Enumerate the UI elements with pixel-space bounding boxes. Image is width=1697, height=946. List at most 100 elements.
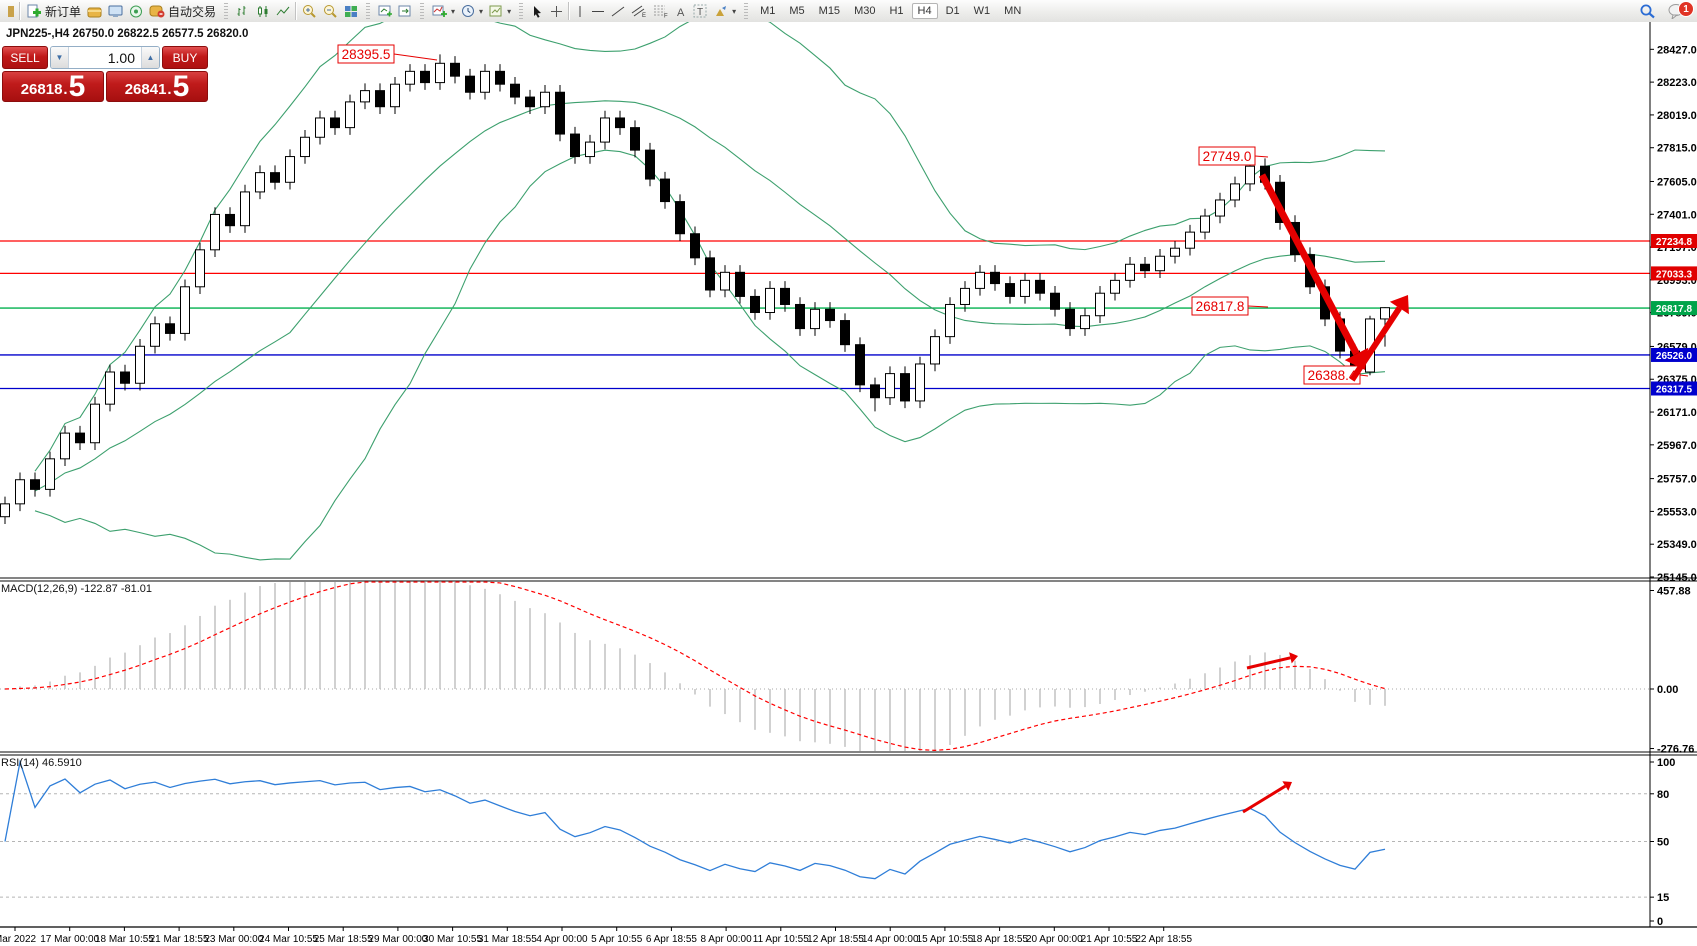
volume-decrease-button[interactable]: ▼ — [51, 47, 69, 68]
candle — [540, 91, 550, 108]
candle — [1110, 279, 1120, 294]
trendline-tool-button[interactable] — [608, 1, 628, 21]
candle — [90, 403, 100, 444]
new-chart-button[interactable] — [375, 1, 395, 21]
notification-badge: 1 — [1678, 1, 1694, 17]
svg-text:27401.0: 27401.0 — [1657, 209, 1697, 221]
price-tag-27749.0[interactable]: 27749.0 — [1198, 146, 1269, 166]
fibonacci-tool-button[interactable]: F — [650, 1, 672, 21]
label-icon: T — [693, 4, 707, 18]
candle — [840, 320, 850, 346]
timeframe-h4[interactable]: H4 — [911, 3, 938, 19]
candle — [1230, 183, 1240, 201]
new-order-label: 新订单 — [45, 4, 82, 19]
candle — [675, 201, 685, 235]
candle — [1050, 292, 1060, 310]
timeframe-m5[interactable]: M5 — [789, 5, 805, 17]
new-order-button[interactable]: 新订单 — [23, 1, 84, 21]
market-watch-button[interactable] — [84, 1, 105, 21]
vline-tool-button[interactable] — [572, 1, 588, 21]
macd-signal-line — [4, 581, 1386, 751]
terminal-icon — [108, 5, 123, 17]
svg-text:27605.0: 27605.0 — [1657, 176, 1697, 188]
svg-text:28395.5: 28395.5 — [342, 47, 391, 62]
text-tool-button[interactable]: A — [672, 1, 690, 21]
timeframe-m15[interactable]: M15 — [818, 5, 841, 17]
candle — [780, 287, 790, 305]
up-trend-arrow[interactable] — [1349, 295, 1409, 382]
candle — [555, 91, 565, 135]
rsi-axis[interactable]: 100 80 50 15 0 — [1650, 757, 1675, 928]
candle — [1065, 308, 1075, 330]
candle — [1020, 279, 1030, 297]
rsi-arrow[interactable] — [1242, 781, 1292, 814]
sell-price-main: 26818 — [20, 81, 63, 98]
timeframe-d1[interactable]: D1 — [945, 5, 960, 17]
terminal-button[interactable] — [105, 1, 126, 21]
sell-price-frac: 5 — [68, 69, 86, 103]
template-button[interactable]: ▾ — [486, 1, 514, 21]
svg-text:21 Apr 10:55: 21 Apr 10:55 — [1081, 934, 1138, 945]
zoom-in-button[interactable] — [299, 1, 320, 21]
buy-button[interactable]: BUY — [162, 46, 208, 69]
timeframe-mn[interactable]: MN — [1004, 5, 1022, 17]
price-tag-28395.5[interactable]: 28395.5 — [337, 44, 438, 64]
volume-increase-button[interactable]: ▲ — [141, 47, 159, 68]
volume-value[interactable]: 1.00 — [107, 49, 135, 66]
chart-canvas[interactable]: 28427.0 28223.0 28019.0 27815.0 27605.0 27401… — [0, 22, 1697, 946]
price-badge — [1651, 266, 1697, 281]
candle — [735, 271, 745, 297]
line-chart-button[interactable] — [273, 1, 293, 21]
timeframe-h1[interactable]: H1 — [889, 5, 904, 17]
hline-tool-button[interactable] — [588, 1, 608, 21]
crosshair-button[interactable] — [547, 1, 566, 21]
svg-text:26526.0: 26526.0 — [1656, 351, 1693, 362]
fibonacci-icon: F — [654, 5, 668, 18]
sell-button[interactable]: SELL — [2, 46, 48, 69]
label-tool-button[interactable]: T — [690, 1, 711, 21]
partial-left-icon[interactable] — [3, 1, 17, 21]
sell-price-display[interactable]: 26818. 5 — [2, 71, 104, 102]
indicators-icon — [432, 5, 448, 17]
cursor-button[interactable] — [528, 1, 547, 21]
price-badge — [1651, 234, 1697, 248]
chart-shift-button[interactable] — [395, 1, 415, 21]
candle — [135, 345, 145, 384]
tile-windows-button[interactable] — [341, 1, 361, 21]
candle — [210, 213, 220, 251]
svg-text:18 Mar 10:55: 18 Mar 10:55 — [95, 934, 154, 945]
svg-text:30 Mar 10:55: 30 Mar 10:55 — [423, 934, 482, 945]
chat-button[interactable]: 1 — [1665, 1, 1694, 21]
volume-stepper: ▼ 1.00 ▲ — [50, 46, 160, 69]
zoom-out-icon — [324, 5, 337, 18]
price-axis[interactable]: 28427.0 28223.0 28019.0 27815.0 27605.0 27401… — [1650, 44, 1697, 584]
bar-chart-button[interactable] — [233, 1, 253, 21]
candle-chart-button[interactable] — [253, 1, 273, 21]
down-trend-arrow[interactable] — [1258, 173, 1369, 370]
search-button[interactable] — [1636, 1, 1659, 21]
macd-axis[interactable]: 457.88 0.00 -276.76 — [1650, 586, 1694, 756]
candle — [315, 117, 325, 138]
indicators-button[interactable]: ▾ — [429, 1, 458, 21]
svg-text:25757.0: 25757.0 — [1657, 474, 1697, 486]
candle — [45, 458, 55, 490]
candle — [750, 295, 760, 314]
svg-text:4 Apr 00:00: 4 Apr 00:00 — [536, 934, 588, 945]
buy-price-display[interactable]: 26841. 5 — [106, 71, 208, 102]
price-tag-26817.8[interactable]: 26817.8 — [1191, 296, 1269, 316]
timeframe-m1[interactable]: M1 — [760, 5, 776, 17]
signals-button[interactable] — [126, 1, 146, 21]
autotrading-button[interactable]: 自动交易 — [146, 1, 219, 21]
cursor-icon — [534, 5, 542, 18]
timeframe-w1[interactable]: W1 — [973, 5, 991, 17]
channel-tool-button[interactable]: E — [628, 1, 650, 21]
macd-arrow[interactable] — [1246, 652, 1298, 670]
period-button[interactable]: ▾ — [458, 1, 486, 21]
candle — [255, 172, 265, 193]
zoom-out-button[interactable] — [320, 1, 341, 21]
timeframe-m30[interactable]: M30 — [854, 5, 876, 17]
svg-text:Mar 2022: Mar 2022 — [0, 934, 37, 945]
shapes-tool-button[interactable]: ▾ — [711, 1, 739, 21]
price-tag-26388.4[interactable]: 26388.4 — [1303, 365, 1369, 385]
